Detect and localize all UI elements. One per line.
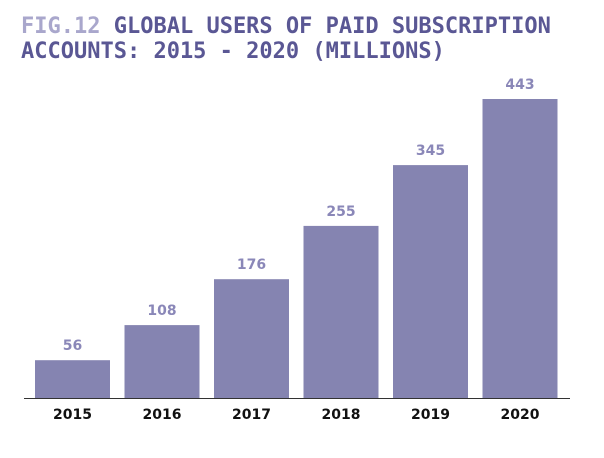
x-tick-label-2019: 2019: [411, 407, 450, 423]
bar-2017: [214, 279, 289, 398]
bar-value-label-2018: 255: [326, 204, 355, 220]
bar-2019: [393, 165, 468, 398]
x-tick-label-2015: 2015: [53, 407, 92, 423]
bar-2016: [124, 325, 200, 398]
bar-value-label-2020: 443: [505, 77, 534, 93]
figure-label: FIG.12: [21, 14, 101, 39]
bar-2020: [482, 99, 558, 398]
bar-2015: [35, 360, 110, 398]
x-tick-label-2018: 2018: [322, 407, 361, 423]
bar-value-label-2019: 345: [416, 143, 445, 159]
bar-value-label-2015: 56: [63, 338, 82, 354]
x-tick-label-2016: 2016: [143, 407, 182, 423]
bar-value-label-2017: 176: [237, 257, 266, 273]
x-tick-label-2017: 2017: [232, 407, 271, 423]
x-tick-label-2020: 2020: [501, 407, 540, 423]
figure-title: GLOBAL USERS OF PAID SUBSCRIPTION ACCOUN…: [21, 14, 551, 64]
bar-2018: [303, 225, 379, 398]
bar-value-label-2016: 108: [147, 303, 176, 319]
chart-title: FIG.12 GLOBAL USERS OF PAID SUBSCRIPTION…: [21, 14, 591, 64]
